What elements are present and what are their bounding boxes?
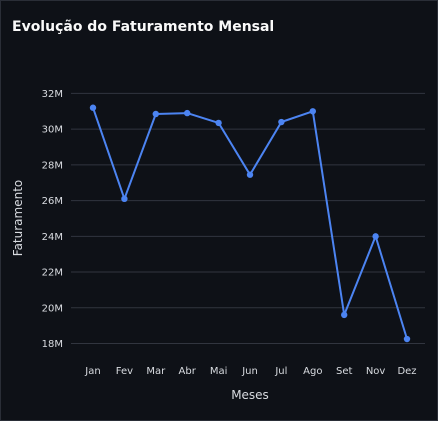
y-tick-label: 26M (42, 196, 63, 207)
x-tick-label: Jun (241, 366, 258, 377)
y-axis-label: Faturamento (11, 180, 25, 256)
x-tick-label: Abr (179, 366, 197, 377)
data-point[interactable] (184, 109, 191, 117)
data-point[interactable] (121, 195, 128, 203)
y-tick-label: 30M (42, 125, 63, 136)
data-point[interactable] (341, 311, 348, 319)
data-points-layer (89, 104, 411, 343)
data-point[interactable] (152, 110, 159, 118)
data-point[interactable] (372, 233, 379, 240)
y-tick-labels: 18M 20M 22M 24M 26M 28M 30M 32M (42, 89, 63, 350)
x-axis-label: Meses (231, 388, 269, 402)
y-tick-label: 18M (42, 339, 63, 350)
x-tick-label: Mai (210, 366, 228, 377)
data-point[interactable] (215, 119, 222, 127)
x-tick-label: Nov (366, 366, 386, 377)
grid-layer (71, 92, 425, 344)
x-tick-label: Set (336, 366, 353, 377)
x-tick-label: Dez (397, 366, 416, 377)
x-tick-label: Mar (146, 366, 166, 377)
y-tick-label: 20M (42, 303, 63, 314)
data-point[interactable] (309, 108, 316, 115)
data-point[interactable] (246, 171, 254, 178)
chart-title: Evolução do Faturamento Mensal (12, 19, 275, 35)
series-line (92, 107, 408, 340)
x-tick-label: Fev (116, 366, 133, 377)
y-tick-label: 28M (42, 160, 63, 171)
y-tick-label: 24M (42, 232, 63, 243)
y-tick-label: 32M (42, 89, 63, 100)
data-point[interactable] (403, 335, 411, 343)
x-tick-label: Jul (274, 366, 287, 377)
series-line-layer (92, 107, 408, 340)
y-tick-label: 22M (42, 268, 63, 279)
data-point[interactable] (89, 104, 97, 111)
x-tick-label: Jan (84, 366, 100, 377)
x-tick-labels: Jan Fev Mar Abr Mai Jun Jul Ago Set Nov Dez (84, 366, 416, 377)
x-tick-label: Ago (303, 366, 322, 377)
data-point[interactable] (278, 118, 285, 126)
